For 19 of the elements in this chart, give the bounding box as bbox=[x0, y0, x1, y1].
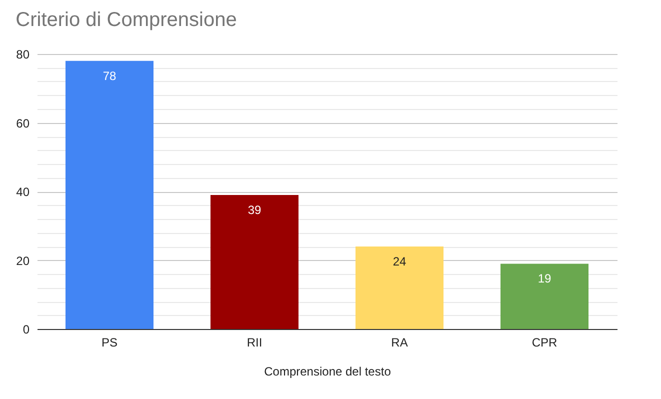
bar bbox=[66, 60, 154, 329]
y-tick-label: 20 bbox=[16, 254, 30, 268]
x-tick-label: CPR bbox=[532, 336, 558, 350]
y-tick-label: 60 bbox=[16, 116, 30, 130]
data-label: 24 bbox=[392, 254, 406, 268]
chart-title: Criterio di Comprensione bbox=[16, 9, 237, 31]
bar bbox=[500, 264, 588, 329]
bar bbox=[356, 246, 444, 329]
x-tick-label: PS bbox=[101, 336, 118, 350]
data-label: 39 bbox=[248, 202, 262, 217]
x-tick-label: RA bbox=[391, 336, 408, 350]
x-axis-title: Comprensione del testo bbox=[264, 364, 392, 378]
data-label: 78 bbox=[102, 68, 116, 83]
y-tick-label: 80 bbox=[16, 48, 30, 62]
y-tick-label: 40 bbox=[16, 185, 30, 199]
y-tick-label: 0 bbox=[22, 322, 30, 336]
x-tick-label: RII bbox=[246, 336, 262, 350]
bar bbox=[210, 194, 298, 329]
data-label: 19 bbox=[538, 272, 552, 286]
